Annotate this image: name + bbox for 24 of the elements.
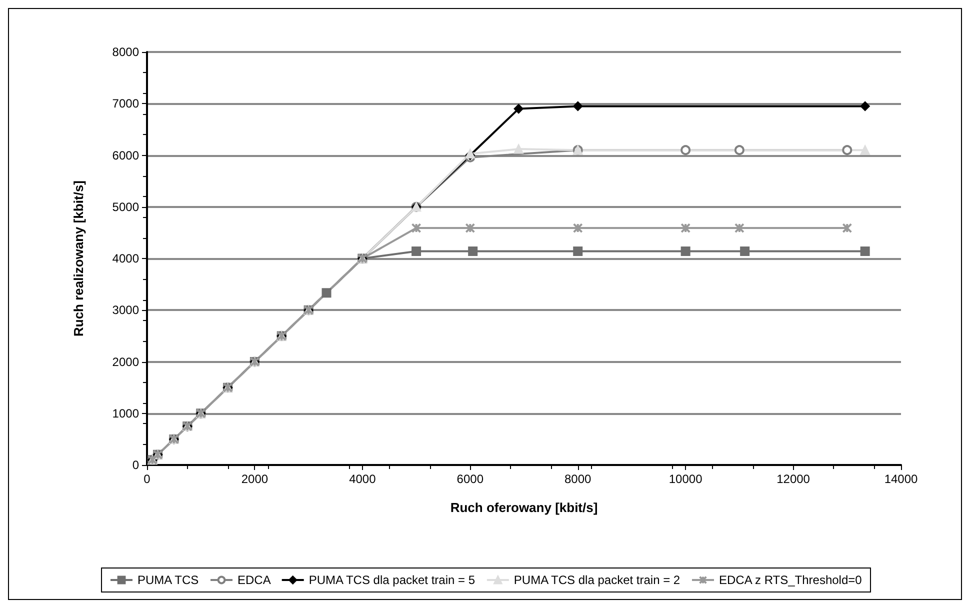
x-tick-label: 8000 [564,472,592,486]
y-tick-label: 6000 [112,148,140,162]
x-tick-label: 0 [144,472,151,486]
y-axis-title: Ruch realizowany [kbit/s] [71,180,86,337]
legend-label: EDCA z RTS_Threshold=0 [718,573,862,587]
y-tick-label: 7000 [112,96,140,111]
legend-label: PUMA TCS [138,573,199,587]
legend-label: EDCA [238,573,271,587]
x-tick-label: 6000 [456,472,484,486]
y-tick-label: 8000 [112,45,140,59]
y-tick-label: 3000 [112,303,140,318]
y-tick-label: 0 [132,458,140,472]
x-axis-title: Ruch oferowany [kbit/s] [450,500,598,515]
legend-label: PUMA TCS dla packet train = 5 [308,573,476,587]
x-tick-label: 12000 [776,472,810,486]
legend-label: PUMA TCS dla packet train = 2 [514,573,680,587]
y-tick-label: 4000 [112,252,140,266]
y-tick-label: 2000 [112,354,140,369]
y-tick-label: 5000 [112,200,140,214]
x-tick-label: 10000 [668,472,703,486]
x-tick-label: 4000 [349,472,376,486]
y-tick-label: 1000 [112,406,140,420]
x-tick-label: 2000 [241,472,268,486]
x-tick-label: 14000 [884,472,918,486]
